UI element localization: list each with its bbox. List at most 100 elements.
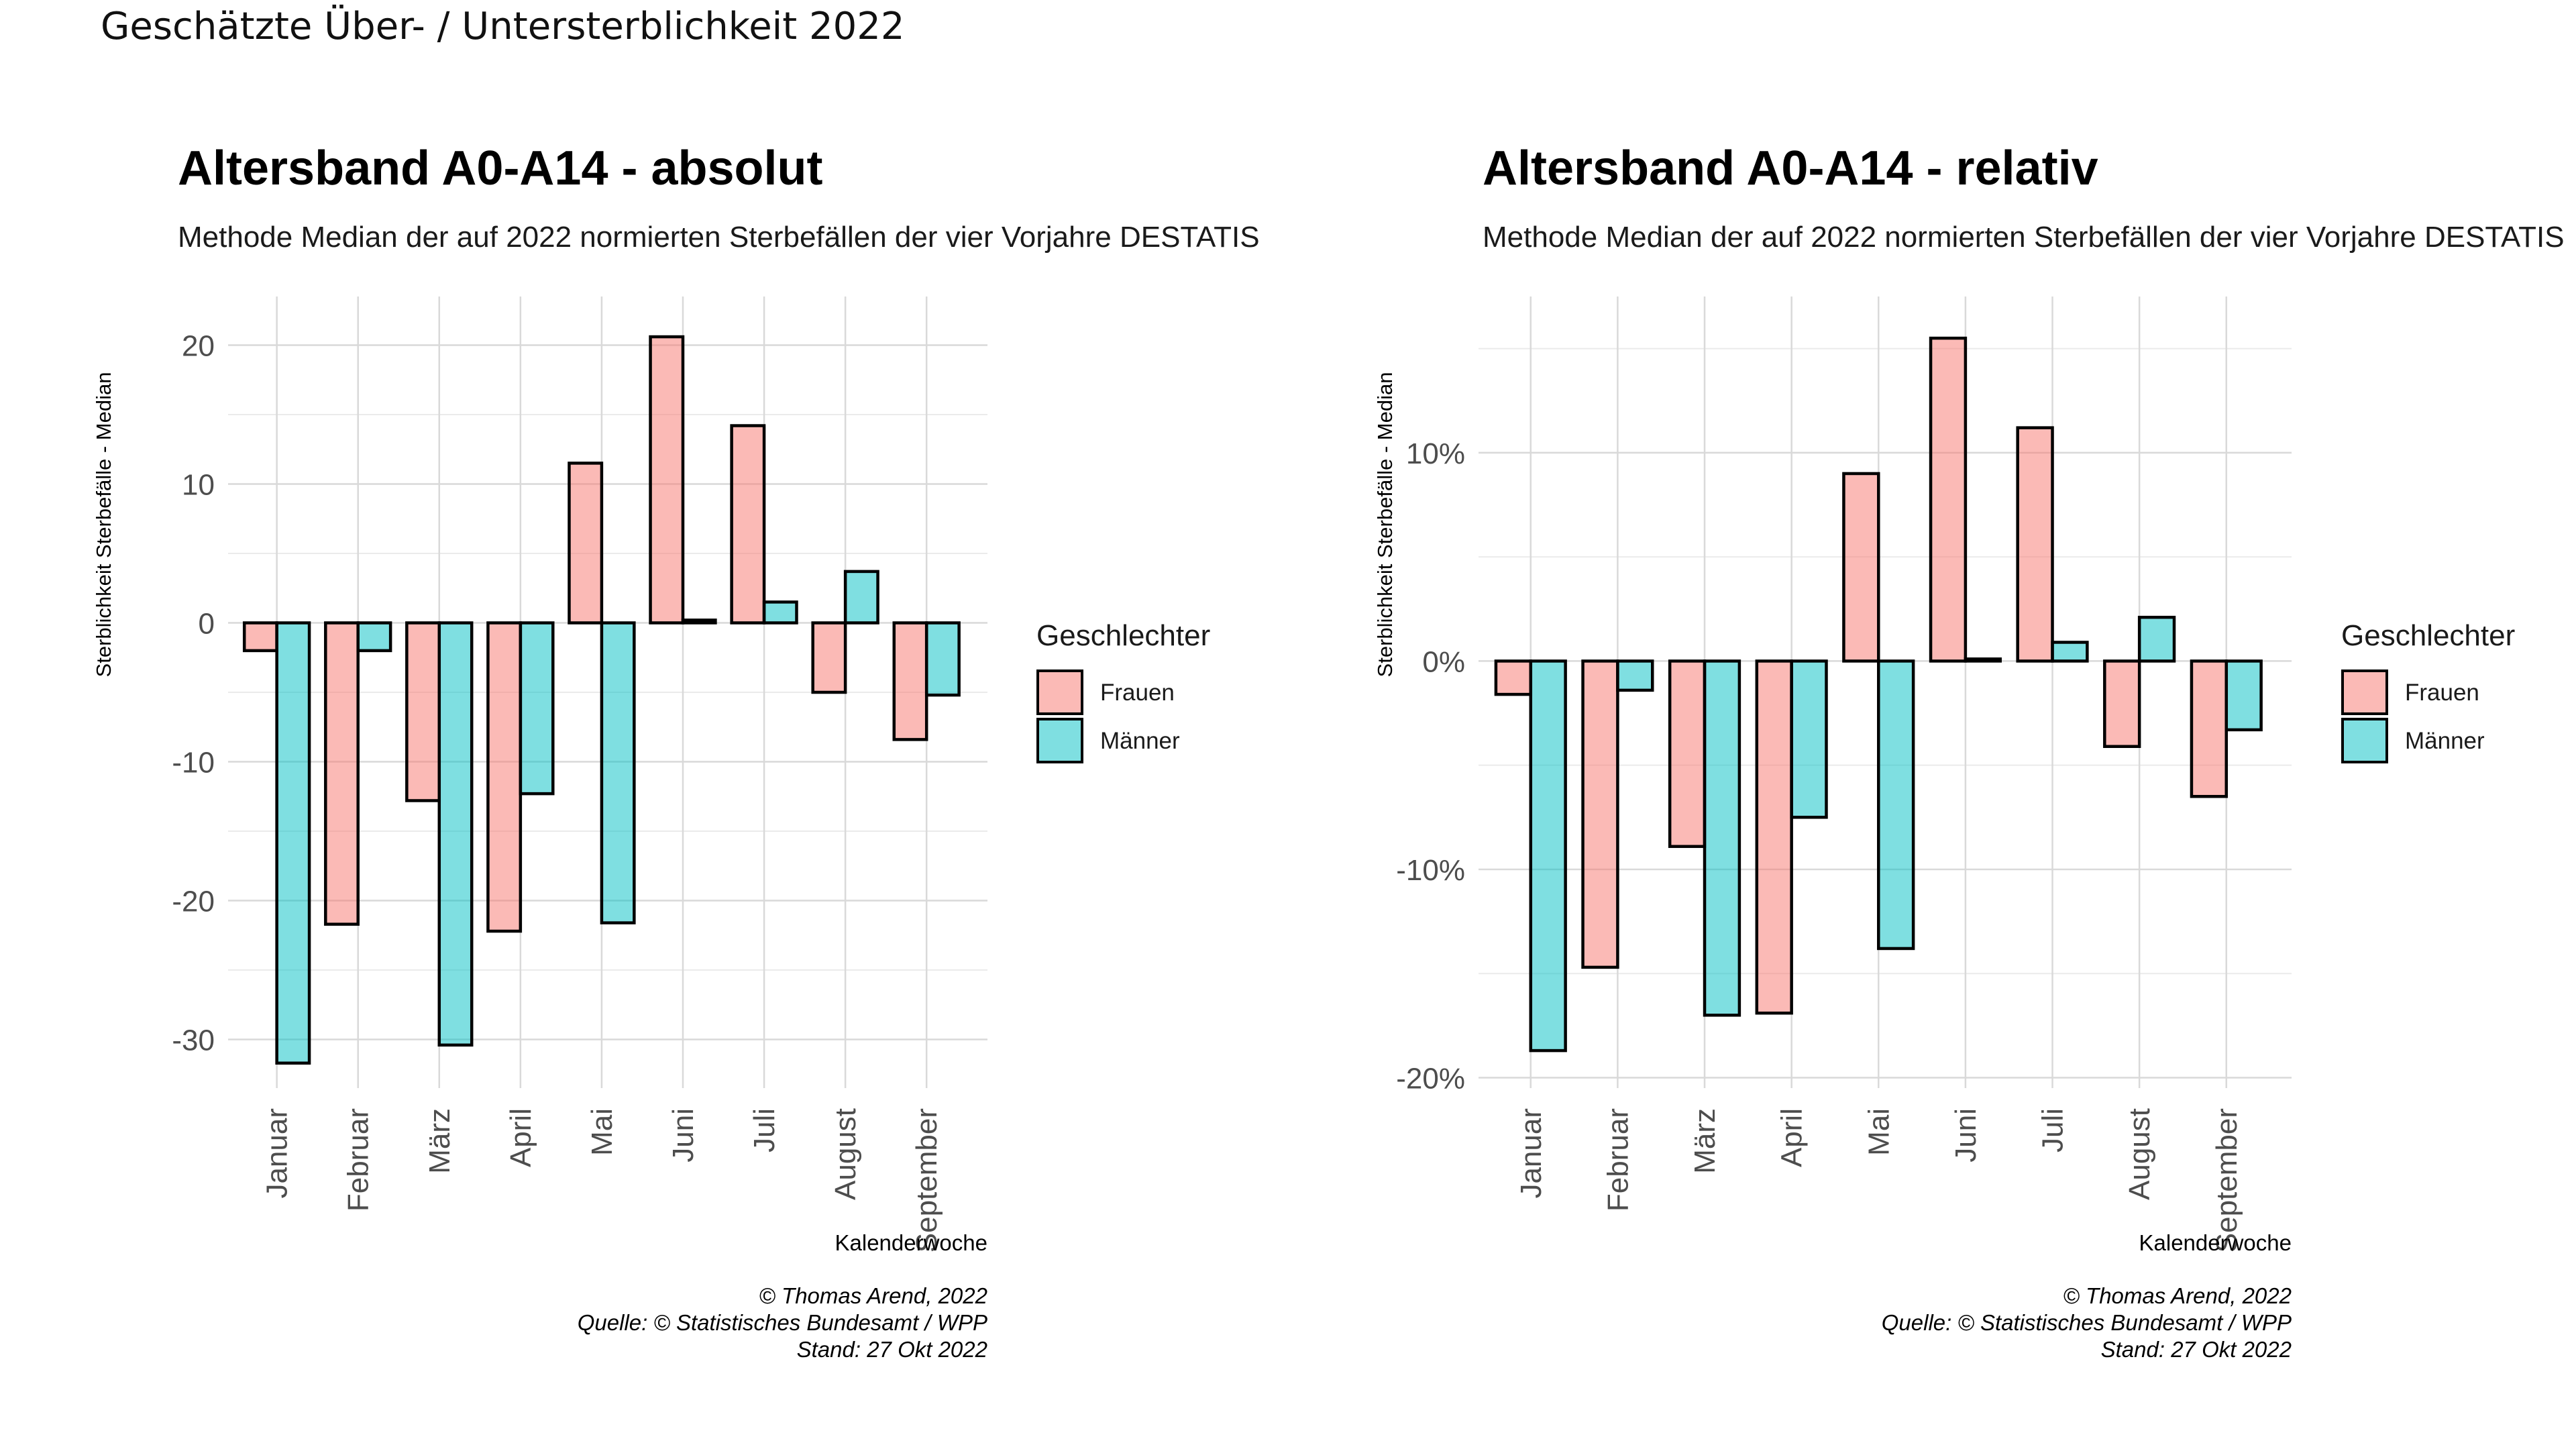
chart-subtitle: Methode Median der auf 2022 normierten S… <box>1483 221 2565 254</box>
bar-männer-märz <box>1703 659 1741 1017</box>
legend-key-männer <box>1036 718 1083 763</box>
bar-frauen-april <box>486 621 523 933</box>
legend-label: Frauen <box>2405 680 2479 706</box>
bar-männer-juni <box>681 619 717 625</box>
x-axis-label: Kalenderwoche <box>835 1230 988 1255</box>
x-tick-label: Januar <box>1515 1108 1548 1199</box>
bar-frauen-mai <box>568 462 604 625</box>
x-tick-label: Juni <box>1949 1108 1982 1163</box>
bar-männer-september <box>2224 659 2263 732</box>
bar-männer-juli <box>762 600 798 625</box>
x-tick-label: Januar <box>261 1108 294 1199</box>
caption-line: © Thomas Arend, 2022 <box>759 1283 987 1308</box>
x-tick-label: September <box>910 1108 943 1252</box>
x-tick-label: April <box>504 1108 537 1167</box>
x-tick-label: September <box>2210 1108 2243 1252</box>
page-title: Geschätzte Über- / Untersterblichkeit 20… <box>101 5 904 48</box>
legend-title: Geschlechter <box>1036 619 1210 652</box>
y-tick-label: 20 <box>182 329 215 362</box>
x-axis: Januar Februar März April Mai Juni Juli August S… <box>1515 1108 2243 1252</box>
bar-männer-märz <box>437 621 474 1047</box>
y-axis-label: Sterblichkeit Sterbefälle - Median <box>1373 372 1397 678</box>
x-tick-label: Mai <box>1862 1108 1895 1156</box>
caption-line: Stand: 27 Okt 2022 <box>797 1337 987 1362</box>
bar-männer-juli <box>2051 641 2089 663</box>
bar-männer-august <box>843 570 879 625</box>
bar-frauen-juli <box>2016 426 2054 663</box>
bar-frauen-april <box>1755 659 1793 1015</box>
bar-frauen-märz <box>405 621 441 802</box>
bar-frauen-juni <box>649 335 685 625</box>
bars <box>242 335 961 1065</box>
chart-title: Altersband A0-A14 - relativ <box>1483 142 2098 195</box>
bar-männer-mai <box>1877 659 1915 951</box>
legend-key-frauen <box>1036 669 1083 715</box>
y-axis: -30 -20 -10 0 10 20 <box>172 329 215 1057</box>
x-tick-label: März <box>1688 1108 1721 1174</box>
bar-frauen-september <box>892 621 928 741</box>
bar-frauen-februar <box>324 621 360 926</box>
y-tick-label: -30 <box>172 1024 215 1057</box>
x-tick-label: Februar <box>1601 1108 1634 1212</box>
chart-subtitle: Methode Median der auf 2022 normierten S… <box>178 221 1260 254</box>
x-axis: Januar Februar März April Mai Juni Juli August S… <box>261 1108 944 1252</box>
y-axis-label: Sterblichkeit Sterbefälle - Median <box>92 372 115 678</box>
bar-männer-januar <box>275 621 311 1065</box>
y-tick-label: -10 <box>172 747 215 780</box>
x-tick-label: März <box>423 1108 456 1174</box>
bar-männer-september <box>924 621 961 697</box>
y-tick-label: -20% <box>1396 1062 1465 1095</box>
legend-title: Geschlechter <box>2341 619 2515 652</box>
bar-frauen-august <box>811 621 847 694</box>
bars <box>1494 336 2263 1053</box>
bar-frauen-juli <box>730 424 766 625</box>
y-tick-label: 0% <box>1422 645 1465 678</box>
bar-männer-februar <box>1616 659 1654 692</box>
x-tick-label: Februar <box>342 1108 375 1212</box>
y-tick-label: -10% <box>1396 854 1465 887</box>
x-tick-label: Juli <box>748 1108 781 1152</box>
bar-männer-mai <box>600 621 636 924</box>
y-tick-label: 0 <box>199 607 215 640</box>
caption-line: Stand: 27 Okt 2022 <box>2101 1337 2292 1362</box>
x-tick-label: August <box>2123 1108 2156 1200</box>
bar-frauen-januar <box>1494 659 1533 696</box>
x-tick-label: Juni <box>667 1108 700 1163</box>
bar-frauen-september <box>2190 659 2229 798</box>
x-tick-label: Mai <box>586 1108 619 1156</box>
x-tick-label: August <box>829 1108 862 1200</box>
bar-frauen-januar <box>242 621 278 653</box>
y-tick-label: 10% <box>1406 437 1465 470</box>
legend-label: Frauen <box>1100 680 1175 706</box>
legend: Geschlechter Frauen Männer <box>1036 619 1210 763</box>
chart-title: Altersband A0-A14 - absolut <box>178 142 823 195</box>
bar-frauen-mai <box>1842 472 1880 663</box>
bar-männer-februar <box>356 621 392 653</box>
bar-männer-april <box>1790 659 1828 819</box>
x-axis-label: Kalenderwoche <box>2139 1230 2292 1255</box>
chart-panel-1: Altersband A0-A14 - absolut Methode Media… <box>92 142 1260 1362</box>
bar-männer-april <box>519 621 555 796</box>
bar-männer-august <box>2137 615 2176 663</box>
bar-männer-januar <box>1529 659 1567 1053</box>
chart-panel-2: Altersband A0-A14 - relativ Methode Media… <box>1373 142 2565 1362</box>
bar-frauen-august <box>2103 659 2141 748</box>
y-tick-label: -20 <box>172 885 215 918</box>
bar-frauen-juni <box>1929 336 1968 663</box>
caption-line: Quelle: © Statistisches Bundesamt / WPP <box>578 1310 987 1335</box>
y-axis: -20% -10% 0% 10% <box>1396 437 1465 1095</box>
x-tick-label: April <box>1776 1108 1809 1167</box>
bar-frauen-märz <box>1668 659 1707 849</box>
x-tick-label: Juli <box>2037 1108 2070 1152</box>
bar-frauen-februar <box>1581 659 1619 969</box>
legend-key-männer <box>2341 718 2388 763</box>
legend: Geschlechter Frauen Männer <box>2341 619 2515 763</box>
legend-label: Männer <box>2405 728 2485 754</box>
legend-key-frauen <box>2341 669 2388 715</box>
bar-männer-juni <box>1964 657 2002 663</box>
caption-line: © Thomas Arend, 2022 <box>2063 1283 2292 1308</box>
y-tick-label: 10 <box>182 468 215 501</box>
